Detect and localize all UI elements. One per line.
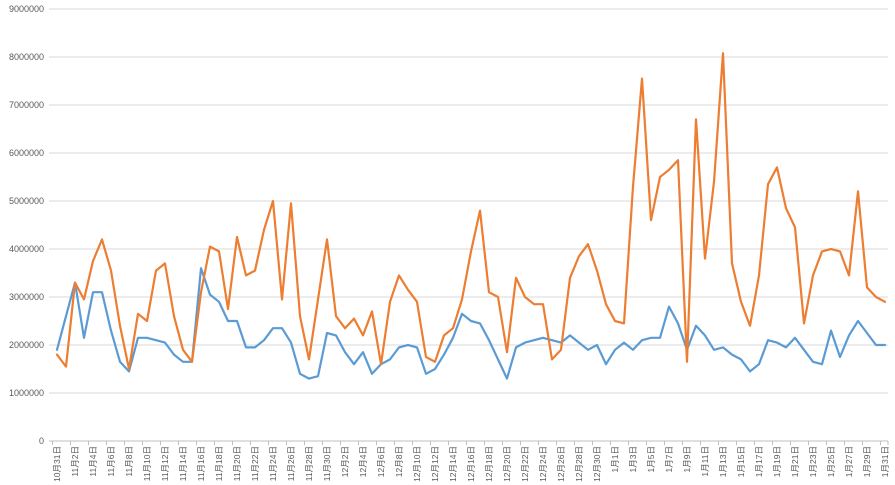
x-axis-label: 1月29日 [862, 446, 872, 477]
x-axis-label: 12月28日 [574, 446, 584, 482]
x-axis-label: 11月24日 [268, 446, 278, 481]
x-axis-label: 12月22日 [520, 446, 530, 482]
x-axis-label: 1月23日 [808, 446, 818, 477]
y-axis-label: 6000000 [9, 148, 44, 158]
x-axis-label: 12月6日 [376, 446, 386, 477]
x-axis-label: 11月10日 [142, 446, 152, 481]
x-axis-label: 12月2日 [340, 446, 350, 477]
y-axis-label: 0 [39, 436, 44, 446]
y-axis-label: 9000000 [9, 4, 44, 14]
x-axis-label: 11月30日 [322, 446, 332, 481]
x-axis-label: 12月20日 [502, 446, 512, 482]
x-axis-label: 1月3日 [628, 446, 638, 472]
x-axis-label: 11月26日 [286, 446, 296, 481]
x-axis-label: 1月17日 [754, 446, 764, 477]
x-axis-label: 12月8日 [394, 446, 404, 477]
y-axis-label: 8000000 [9, 52, 44, 62]
x-axis-label: 11月22日 [250, 446, 260, 481]
x-axis-label: 1月27日 [844, 446, 854, 477]
x-axis-label: 12月12日 [430, 446, 440, 482]
x-axis-label: 1月19日 [772, 446, 782, 477]
x-axis-label: 11月18日 [214, 446, 224, 481]
x-axis-label: 1月7日 [664, 446, 674, 472]
x-axis-label: 11月8日 [124, 446, 134, 477]
x-axis-label: 11月14日 [178, 446, 188, 481]
x-axis-label: 1月5日 [646, 446, 656, 472]
y-axis-label: 2000000 [9, 340, 44, 350]
x-axis-label: 11月6日 [106, 446, 116, 477]
y-axis-label: 5000000 [9, 196, 44, 206]
x-axis-label: 12月14日 [448, 446, 458, 482]
x-axis-label: 11月4日 [88, 446, 98, 477]
x-axis-label: 12月24日 [538, 446, 548, 482]
y-axis-label: 1000000 [9, 388, 44, 398]
x-axis-label: 10月31日 [52, 446, 62, 482]
x-axis-label: 1月1日 [610, 446, 620, 472]
x-axis-label: 12月10日 [412, 446, 422, 482]
x-axis-label: 1月31日 [880, 446, 890, 477]
x-axis-label: 12月16日 [466, 446, 476, 482]
x-axis-label: 12月4日 [358, 446, 368, 477]
x-axis-label: 11月28日 [304, 446, 314, 481]
y-axis-label: 4000000 [9, 244, 44, 254]
x-axis-label: 12月30日 [592, 446, 602, 482]
series-line-1[interactable] [55, 267, 887, 380]
series-line-2[interactable] [55, 52, 887, 371]
x-axis-label: 1月13日 [718, 446, 728, 477]
x-axis-label: 11月20日 [232, 446, 242, 481]
x-axis-label: 11月12日 [160, 446, 170, 481]
x-axis-label: 1月25日 [826, 446, 836, 477]
x-axis-label: 12月18日 [484, 446, 494, 482]
x-axis-label: 1月21日 [790, 446, 800, 477]
x-axis-label: 1月9日 [682, 446, 692, 472]
x-axis-label: 12月26日 [556, 446, 566, 482]
x-axis-label: 11月16日 [196, 446, 206, 481]
x-axis-label: 1月11日 [700, 446, 710, 477]
y-axis-label: 7000000 [9, 100, 44, 110]
x-axis-label: 11月2日 [70, 446, 80, 477]
y-axis-label: 3000000 [9, 292, 44, 302]
x-axis-label: 1月15日 [736, 446, 746, 477]
